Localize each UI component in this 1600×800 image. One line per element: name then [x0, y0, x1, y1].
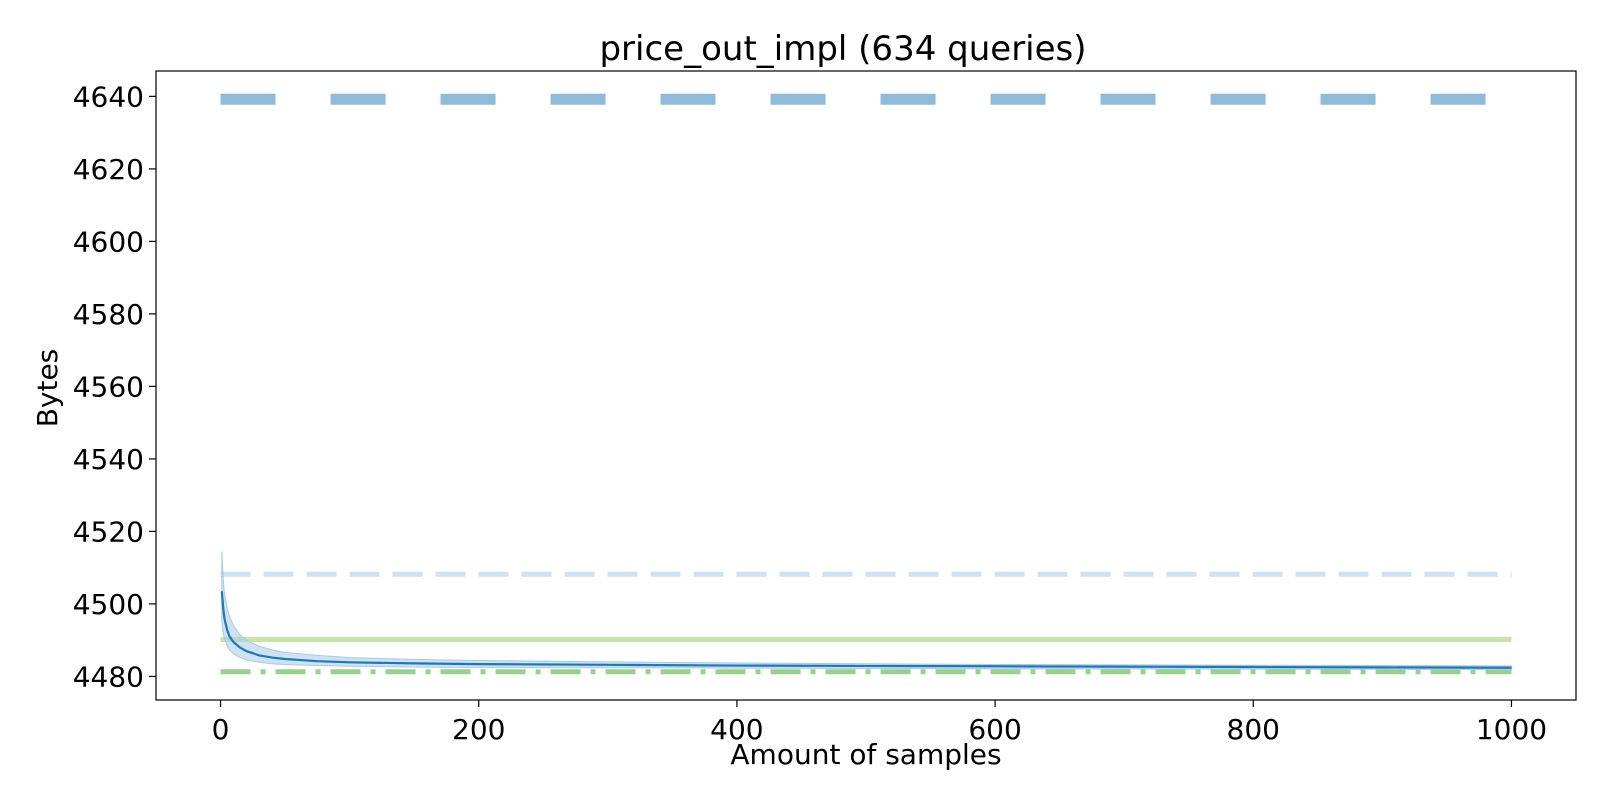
y-tick-label: 4500 [73, 588, 144, 621]
y-tick-label: 4620 [73, 153, 144, 186]
x-tick-label: 0 [212, 713, 230, 746]
y-tick-label: 4600 [73, 225, 144, 258]
chart-title: price_out_impl (634 queries) [599, 29, 1086, 69]
y-tick-label: 4580 [73, 298, 144, 331]
y-tick-label: 4520 [73, 515, 144, 548]
y-tick-label: 4640 [73, 80, 144, 113]
plot-frame [155, 70, 1577, 701]
x-axis-label: Amount of samples [730, 738, 1001, 771]
confidence-band [221, 551, 1512, 671]
plot-area [220, 93, 1512, 675]
x-axis: 0 200 400 600 800 1000 [212, 700, 1547, 746]
x-tick-label: 1000 [1476, 713, 1547, 746]
x-tick-label: 200 [452, 713, 505, 746]
x-tick-label: 400 [710, 713, 763, 746]
y-axis-label: Bytes [31, 349, 64, 428]
mean-line [220, 591, 1512, 669]
x-tick-label: 800 [1227, 713, 1280, 746]
y-axis: 4480 4500 4520 4540 4560 4580 4600 4620 4640 [73, 80, 156, 693]
y-tick-label: 4480 [73, 660, 144, 693]
y-tick-label: 4540 [73, 443, 144, 476]
y-tick-label: 4560 [73, 370, 144, 403]
x-tick-label: 600 [968, 713, 1021, 746]
